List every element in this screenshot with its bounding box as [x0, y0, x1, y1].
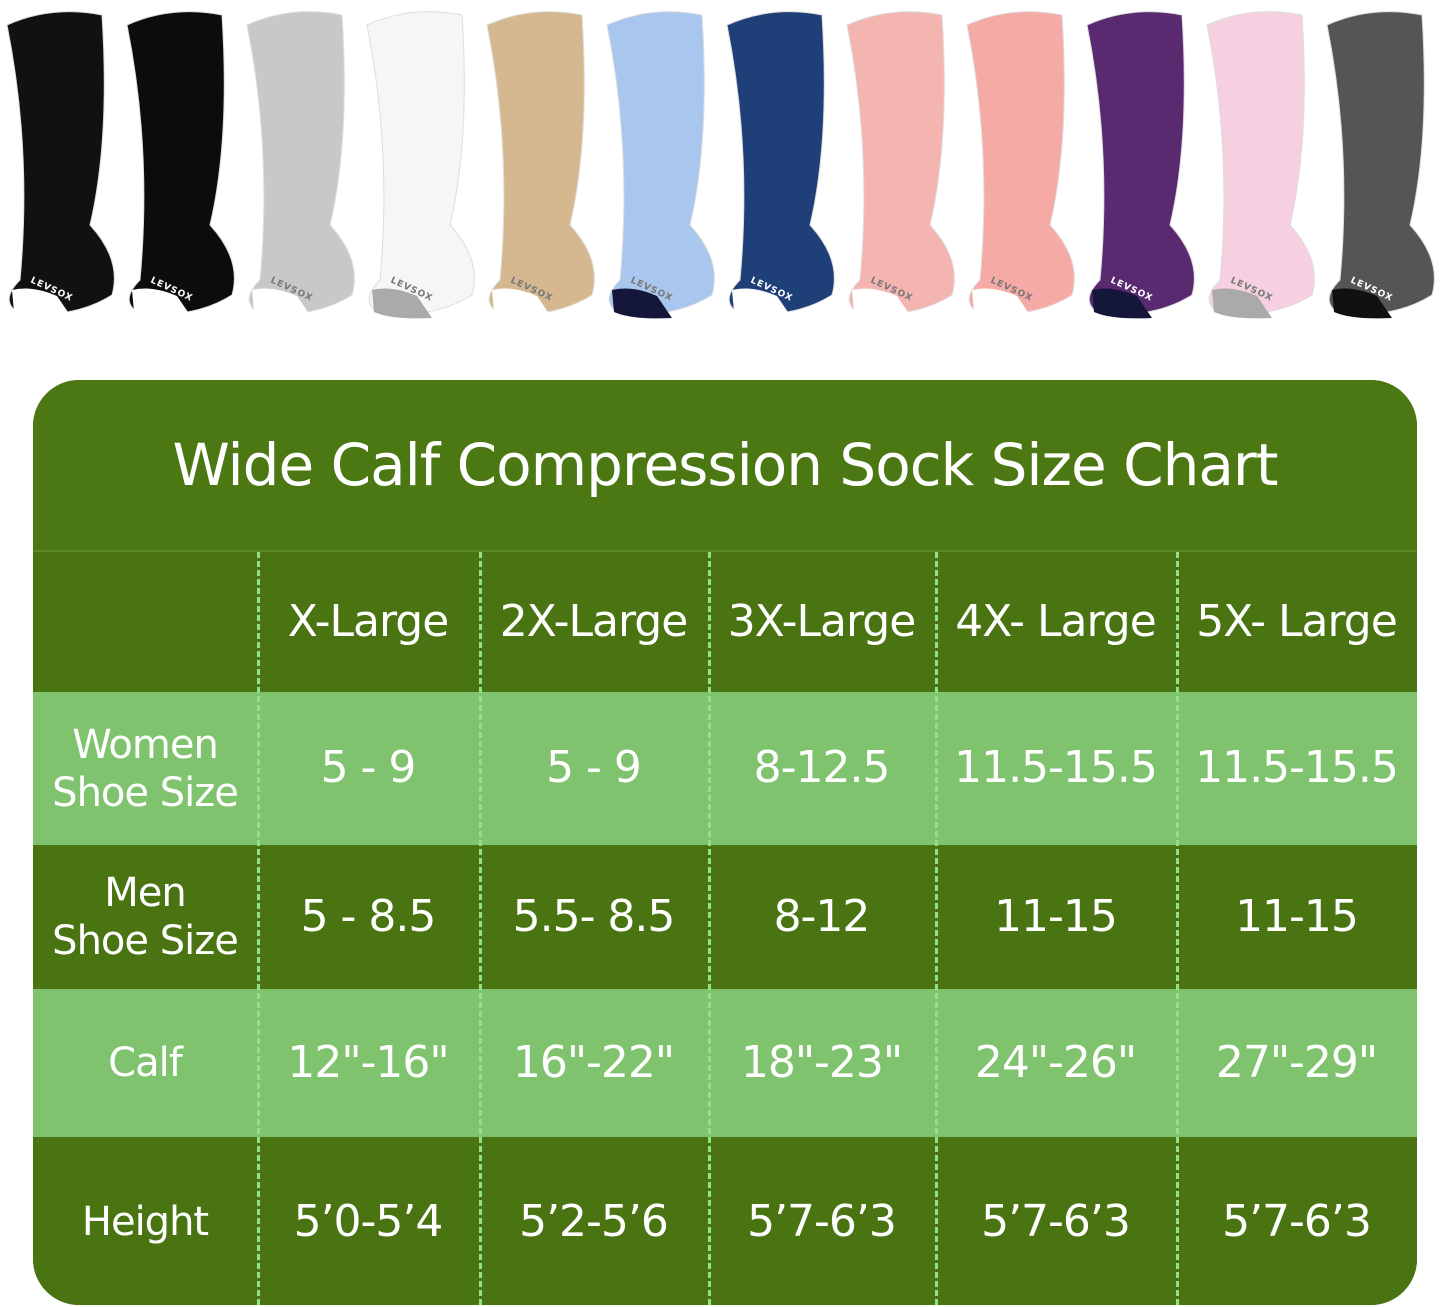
table-cell: 16"-22" — [512, 1036, 675, 1088]
table-cell: 5 - 8.5 — [300, 890, 437, 942]
sock-lineup-image: LEVSOX LEVSOX LEVSOX LEVSOX LEVSOX LEVSOX LEVS… — [6, 11, 1435, 319]
column-header: 4X- Large — [955, 595, 1157, 647]
table-cell: 8-12.5 — [753, 742, 891, 794]
row-label: Women Shoe Size — [52, 721, 239, 816]
table-row: Men Shoe Size 5 - 8.5 5.5- 8.5 8-12 11-15 11-… — [33, 845, 1417, 989]
table-cell: 11-15 — [1235, 890, 1359, 942]
header-empty-cell — [33, 552, 257, 692]
sock: LEVSOX — [966, 11, 1075, 319]
row-label: Men Shoe Size — [52, 870, 239, 964]
table-cell: 5 - 9 — [546, 742, 642, 794]
column-header: 2X-Large — [499, 595, 689, 647]
sock: LEVSOX — [486, 11, 595, 319]
sock: LEVSOX — [246, 11, 355, 319]
column-divider — [708, 552, 711, 1305]
sock: LEVSOX — [6, 11, 115, 319]
sock: LEVSOX — [126, 11, 235, 319]
table-cell: 12"-16" — [287, 1036, 449, 1088]
column-divider — [1176, 552, 1179, 1305]
table-row: Height 5’0-5’4 5’2-5’6 5’7-6’3 5’7-6’3 5’7-6’… — [33, 1137, 1417, 1305]
sock: LEVSOX — [366, 11, 475, 319]
table-cell: 5’7-6’3 — [747, 1195, 897, 1247]
table-cell: 27"-29" — [1215, 1036, 1378, 1088]
table-cell: 5’7-6’3 — [1222, 1195, 1372, 1247]
column-divider — [257, 552, 260, 1305]
table-cell: 5’7-6’3 — [981, 1195, 1131, 1247]
sock: LEVSOX — [1326, 11, 1435, 319]
table-cell: 8-12 — [773, 890, 871, 942]
size-chart: Wide Calf Compression Sock Size Chart X-… — [33, 380, 1417, 1305]
table-cell: 5.5- 8.5 — [512, 890, 676, 942]
table-cell: 11-15 — [994, 890, 1118, 942]
sock: LEVSOX — [1206, 11, 1315, 319]
table-cell: 5 - 9 — [320, 742, 417, 794]
row-label: Height — [81, 1199, 209, 1245]
column-header: 3X-Large — [727, 595, 917, 647]
table-cell: 11.5-15.5 — [1195, 742, 1399, 794]
table-row: Calf 12"-16" 16"-22" 18"-23" 24"-26" 27"-29" — [33, 989, 1417, 1137]
sock: LEVSOX — [846, 11, 955, 319]
row-label: Calf — [108, 1040, 183, 1086]
table-cell: 11.5-15.5 — [954, 742, 1158, 794]
column-divider — [935, 552, 938, 1305]
sock: LEVSOX — [726, 11, 835, 319]
column-divider — [479, 552, 482, 1305]
table-cell: 18"-23" — [740, 1036, 903, 1088]
sock: LEVSOX — [606, 11, 715, 319]
table-row: Women Shoe Size 5 - 9 5 - 9 8-12.5 11.5-15.5… — [33, 692, 1417, 845]
table-cell: 5’0-5’4 — [293, 1195, 444, 1247]
column-header: X-Large — [287, 595, 450, 647]
header-row: X-Large 2X-Large 3X-Large 4X- Large 5X- Larg… — [33, 552, 1417, 692]
table-cell: 24"-26" — [974, 1036, 1137, 1088]
column-header: 5X- Large — [1196, 595, 1398, 647]
chart-title: Wide Calf Compression Sock Size Chart — [33, 380, 1417, 552]
table-cell: 5’2-5’6 — [519, 1195, 669, 1247]
sock: LEVSOX — [1086, 11, 1195, 319]
